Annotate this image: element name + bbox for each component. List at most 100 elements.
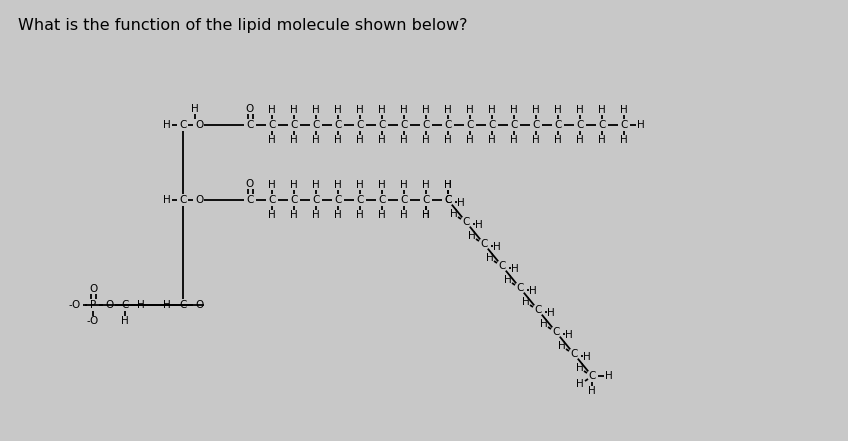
Text: H: H (444, 180, 452, 190)
Text: O: O (89, 284, 98, 294)
Text: H: H (191, 104, 199, 114)
Text: O: O (195, 120, 204, 130)
Text: C: C (589, 371, 595, 381)
Text: C: C (246, 120, 254, 130)
Text: H: H (466, 135, 474, 145)
Text: H: H (334, 180, 342, 190)
Text: C: C (516, 283, 524, 293)
Text: H: H (400, 135, 408, 145)
Text: H: H (137, 300, 145, 310)
Text: H: H (312, 135, 320, 145)
Text: C: C (466, 120, 474, 130)
Text: H: H (312, 105, 320, 115)
Text: H: H (558, 341, 566, 351)
Text: C: C (121, 300, 129, 310)
Text: C: C (422, 120, 430, 130)
Text: C: C (621, 120, 628, 130)
Text: C: C (400, 120, 408, 130)
Text: C: C (499, 261, 505, 271)
Text: C: C (378, 120, 386, 130)
Text: H: H (163, 195, 171, 205)
Text: H: H (468, 231, 476, 241)
Text: H: H (522, 297, 530, 307)
Text: H: H (511, 264, 519, 274)
Text: C: C (179, 195, 187, 205)
Text: C: C (312, 195, 320, 205)
Text: C: C (268, 120, 276, 130)
Text: H: H (378, 180, 386, 190)
Text: H: H (422, 135, 430, 145)
Text: C: C (533, 120, 539, 130)
Text: O: O (195, 300, 204, 310)
Text: H: H (400, 210, 408, 220)
Text: H: H (334, 135, 342, 145)
Text: H: H (290, 210, 298, 220)
Text: H: H (422, 210, 430, 220)
Text: H: H (334, 210, 342, 220)
Text: H: H (312, 210, 320, 220)
Text: What is the function of the lipid molecule shown below?: What is the function of the lipid molecu… (18, 18, 467, 33)
Text: H: H (576, 105, 584, 115)
Text: C: C (444, 195, 452, 205)
Text: H: H (510, 105, 518, 115)
Text: H: H (163, 120, 171, 130)
Text: H: H (504, 275, 512, 285)
Text: C: C (599, 120, 605, 130)
Text: O: O (246, 179, 254, 189)
Text: C: C (444, 195, 452, 205)
Text: C: C (552, 327, 560, 337)
Text: H: H (356, 135, 364, 145)
Text: H: H (466, 105, 474, 115)
Text: C: C (290, 195, 298, 205)
Text: H: H (554, 105, 562, 115)
Text: H: H (378, 105, 386, 115)
Text: C: C (510, 120, 517, 130)
Text: H: H (356, 180, 364, 190)
Text: H: H (422, 180, 430, 190)
Text: C: C (571, 349, 577, 359)
Text: H: H (576, 135, 584, 145)
Text: H: H (444, 105, 452, 115)
Text: C: C (356, 195, 364, 205)
Text: H: H (620, 135, 628, 145)
Text: H: H (268, 105, 276, 115)
Text: H: H (268, 210, 276, 220)
Text: H: H (583, 352, 591, 362)
Text: H: H (400, 105, 408, 115)
Text: C: C (179, 300, 187, 310)
Text: H: H (334, 105, 342, 115)
Text: O: O (246, 104, 254, 114)
Text: H: H (488, 105, 496, 115)
Text: C: C (480, 239, 488, 249)
Text: H: H (576, 363, 584, 373)
Text: C: C (422, 195, 430, 205)
Text: C: C (356, 120, 364, 130)
Text: H: H (486, 253, 494, 263)
Text: H: H (450, 209, 458, 219)
Text: H: H (312, 180, 320, 190)
Text: H: H (554, 135, 562, 145)
Text: H: H (268, 180, 276, 190)
Text: H: H (121, 316, 129, 326)
Text: H: H (533, 105, 540, 115)
Text: C: C (179, 120, 187, 130)
Text: H: H (576, 379, 584, 389)
Text: H: H (457, 198, 465, 208)
Text: H: H (598, 105, 605, 115)
Text: H: H (529, 286, 537, 296)
Text: C: C (312, 120, 320, 130)
Text: H: H (268, 135, 276, 145)
Text: C: C (534, 305, 542, 315)
Text: H: H (290, 180, 298, 190)
Text: H: H (400, 180, 408, 190)
Text: H: H (163, 300, 171, 310)
Text: C: C (577, 120, 583, 130)
Text: H: H (378, 135, 386, 145)
Text: H: H (589, 386, 596, 396)
Text: H: H (444, 180, 452, 190)
Text: H: H (444, 135, 452, 145)
Text: C: C (488, 120, 496, 130)
Text: C: C (246, 195, 254, 205)
Text: C: C (555, 120, 561, 130)
Text: H: H (422, 210, 430, 220)
